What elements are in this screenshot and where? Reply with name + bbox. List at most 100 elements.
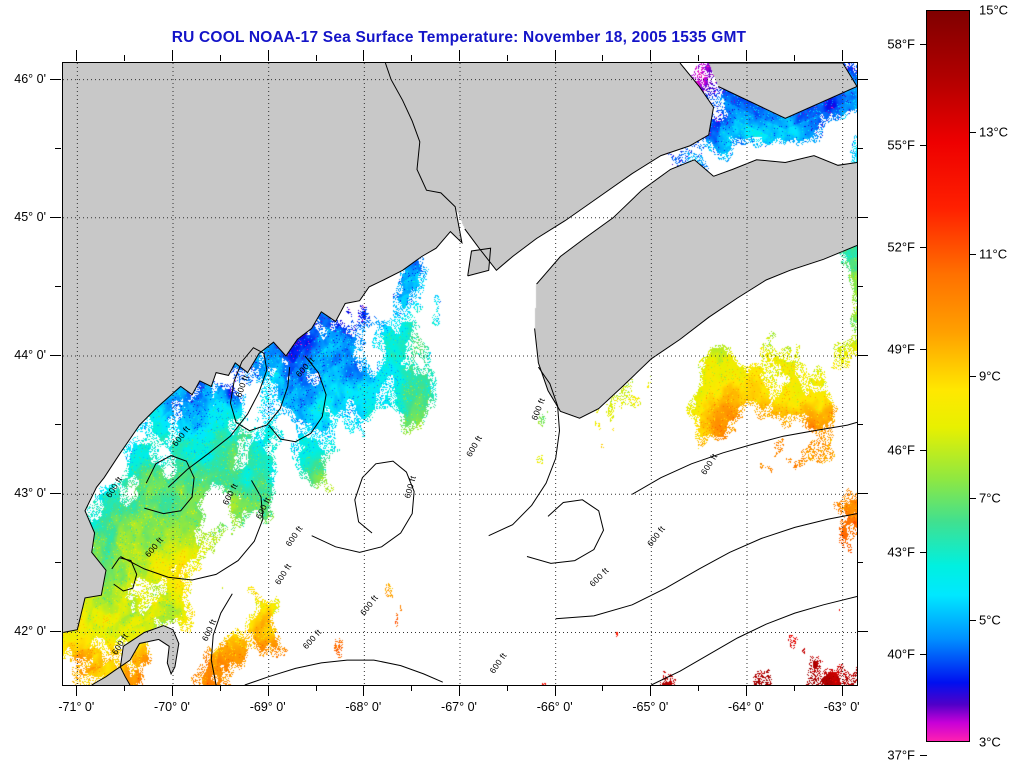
y-axis-major-tick <box>50 216 61 218</box>
x-axis-major-tick <box>841 685 843 696</box>
x-axis-label: -66° 0' <box>536 700 573 714</box>
bathymetry-600ft-jeffreys-ledge <box>167 347 291 488</box>
y-axis-minor-tick-right <box>857 424 863 426</box>
x-axis-major-tick-top <box>363 50 365 61</box>
coastline-cape-cod <box>91 625 180 685</box>
colorbar-label-celsius: 7°C <box>979 490 1001 506</box>
bathymetry-600ft-se-slope <box>651 596 857 685</box>
map-plot-area[interactable]: 600 ft 600 ft 600 ft 600 ft 600 ft 600 ft 600 … <box>62 62 858 686</box>
y-axis-major-tick-right <box>857 78 868 80</box>
bathymetry-600ft-scotian-shelf-outer <box>631 421 857 495</box>
y-axis-minor-tick <box>55 147 61 149</box>
x-axis-minor-tick <box>124 685 126 691</box>
colorbar-label-celsius: 13°C <box>979 124 1009 140</box>
x-axis-major-tick-top <box>554 50 556 61</box>
x-axis-minor-tick-top <box>698 55 700 61</box>
y-axis-major-tick-right <box>857 216 868 218</box>
x-axis-minor-tick-top <box>219 55 221 61</box>
y-axis-label: 44° 0' <box>14 348 46 363</box>
colorbar-label-fahrenheit: 37°F <box>887 747 915 763</box>
colorbar-tick-celsius <box>969 254 976 255</box>
colorbar-tick-celsius <box>969 620 976 621</box>
x-axis-minor-tick-top <box>602 55 604 61</box>
y-axis-label: 42° 0' <box>14 624 46 639</box>
y-axis-minor-tick-right <box>857 285 863 287</box>
colorbar-label-fahrenheit: 52°F <box>887 239 915 255</box>
colorbar-tick-celsius <box>969 376 976 377</box>
x-axis-major-tick <box>267 685 269 696</box>
x-axis-major-tick-top <box>841 50 843 61</box>
colorbar-label-celsius: 15°C <box>979 2 1009 18</box>
y-axis-major-tick-right <box>857 355 868 357</box>
colorbar[interactable] <box>926 10 970 742</box>
x-axis-major-tick <box>172 685 173 696</box>
y-axis-label: 46° 0' <box>14 71 46 86</box>
y-axis-minor-tick <box>55 424 61 426</box>
coastline-minas-basin <box>713 155 857 177</box>
x-axis-minor-tick <box>698 685 700 691</box>
coastline-new-england <box>63 63 463 633</box>
x-axis-minor-tick-top <box>124 55 126 61</box>
colorbar-tick-celsius <box>969 498 976 499</box>
y-axis-major-tick <box>50 355 61 357</box>
bathymetry-600ft-gom-south-rim <box>120 480 264 581</box>
colorbar-label-celsius: 11°C <box>979 246 1008 262</box>
x-axis-minor-tick <box>315 685 317 691</box>
colorbar-tick-fahrenheit <box>920 247 927 249</box>
x-axis-label: -70° 0' <box>154 700 190 714</box>
colorbar-label-fahrenheit: 55°F <box>887 137 915 153</box>
x-axis-major-tick-top <box>76 50 78 61</box>
y-axis-major-tick <box>50 78 61 80</box>
x-axis-major-tick <box>554 685 556 696</box>
y-axis-label: 43° 0' <box>14 486 46 501</box>
x-axis-major-tick-top <box>745 50 747 61</box>
x-axis-minor-tick-top <box>411 55 413 61</box>
x-axis-minor-tick <box>506 685 508 691</box>
coastline-grand-manan <box>467 247 492 277</box>
x-axis-major-tick <box>363 685 365 696</box>
colorbar-label-fahrenheit: 43°F <box>887 544 915 560</box>
bathymetry-600ft-central-gom <box>268 355 327 443</box>
colorbar-tick-fahrenheit <box>920 450 927 452</box>
y-axis-label: 45° 0' <box>14 209 46 224</box>
y-axis-minor-tick-right <box>857 147 863 149</box>
y-axis-minor-tick <box>55 562 61 564</box>
bathymetry-600ft-browns-bank <box>526 499 605 564</box>
bathymetry-600ft-massachusetts-bay <box>111 557 138 592</box>
bathymetry-600ft-scotian-slope <box>555 513 857 620</box>
colorbar-label-celsius: 9°C <box>979 368 1001 384</box>
y-axis-major-tick-right <box>857 631 868 633</box>
coastline-prince-edward-island <box>708 63 857 119</box>
x-axis-major-tick <box>650 685 652 696</box>
x-axis-major-tick-top <box>172 50 173 61</box>
x-axis-minor-tick-top <box>315 55 317 61</box>
x-axis-major-tick-top <box>650 50 652 61</box>
colorbar-tick-fahrenheit <box>920 755 927 757</box>
colorbar-label-fahrenheit: 58°F <box>887 36 915 52</box>
y-axis-minor-tick <box>55 285 61 287</box>
colorbar-label-fahrenheit: 49°F <box>887 341 915 357</box>
coastline-and-bathymetry-layer <box>63 63 857 685</box>
x-axis-major-tick <box>745 685 747 696</box>
bathymetry-600ft-northeast-channel <box>488 366 561 537</box>
colorbar-tick-celsius <box>969 132 976 133</box>
bathymetry-600ft-georges-bank-south <box>244 659 443 685</box>
bathymetry-600ft-great-south-channel <box>210 593 233 685</box>
y-axis-major-tick <box>50 631 61 633</box>
colorbar-tick-fahrenheit <box>920 349 927 351</box>
colorbar-label-celsius: 5°C <box>979 612 1001 628</box>
colorbar-tick-fahrenheit <box>920 654 927 656</box>
x-axis-minor-tick-top <box>506 55 508 61</box>
colorbar-label-celsius: 3°C <box>979 734 1001 750</box>
x-axis-major-tick-top <box>267 50 269 61</box>
x-axis-label: -68° 0' <box>345 700 382 714</box>
coastline-nova-scotia <box>534 245 857 419</box>
graticule-grid-layer <box>63 63 857 685</box>
x-axis-label: -65° 0' <box>632 700 669 714</box>
x-axis-major-tick <box>76 685 78 696</box>
x-axis-label: -64° 0' <box>728 700 764 714</box>
y-axis-minor-tick-right <box>857 562 863 564</box>
colorbar-tick-fahrenheit <box>920 44 927 46</box>
coastline-bay-of-fundy-north <box>464 63 715 272</box>
x-axis-major-tick-top <box>459 50 460 61</box>
